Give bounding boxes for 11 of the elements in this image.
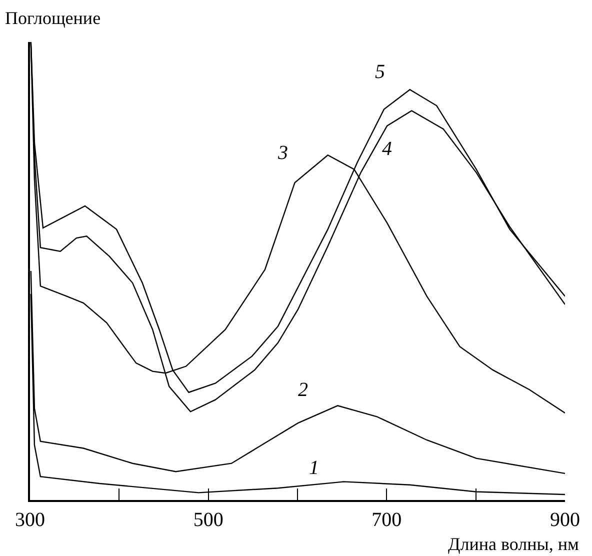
series-label: 5 (375, 61, 385, 83)
x-tick-label: 700 (372, 508, 402, 531)
series-label: 3 (277, 142, 288, 164)
series-label: 4 (382, 138, 392, 160)
series-label: 2 (298, 379, 308, 401)
x-axis-title: Длина волны, нм (448, 534, 579, 554)
x-tick-label: 900 (550, 508, 580, 531)
x-tick-label: 500 (193, 508, 224, 531)
y-axis-title: Поглощение (5, 8, 101, 28)
x-tick-label: 300 (15, 508, 45, 531)
series-label: 1 (309, 457, 319, 479)
